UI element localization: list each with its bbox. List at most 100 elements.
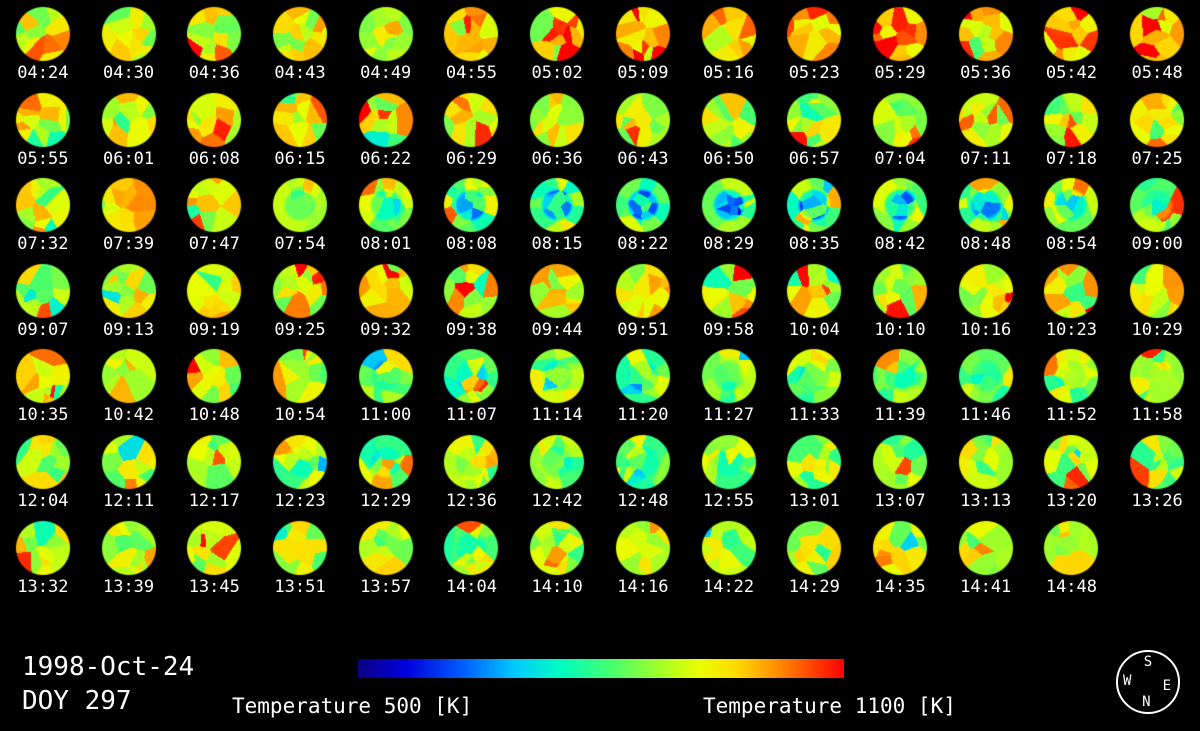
- disk-frame: 10:10: [871, 262, 928, 349]
- frame-time: 11:00: [360, 405, 412, 426]
- frame-time: 05:09: [617, 63, 669, 83]
- temperature-disk: [529, 6, 586, 62]
- temperature-disk: [100, 262, 157, 319]
- disk-frame: 10:23: [1043, 262, 1100, 349]
- doy-label: DOY 297: [22, 686, 132, 716]
- disk-frame: 07:54: [271, 177, 328, 263]
- temperature-disk: [443, 519, 500, 576]
- disk-frame: 13:39: [100, 519, 157, 606]
- temperature-disk: [871, 91, 928, 148]
- frame-time: 06:57: [788, 148, 840, 169]
- disk-frame: 12:17: [186, 433, 243, 520]
- temperature-disk: [186, 519, 243, 576]
- disk-frame: 09:19: [186, 262, 243, 349]
- disk-frame: 14:22: [700, 519, 757, 606]
- disk-frame: 12:29: [357, 433, 414, 520]
- frame-time: 14:48: [1045, 576, 1098, 597]
- disk-frame: 11:20: [614, 348, 671, 434]
- temperature-disk: [529, 348, 586, 405]
- disk-frame: 12:42: [529, 433, 586, 520]
- disk-frame: 10:42: [100, 348, 157, 434]
- temperature-disk: [1129, 262, 1186, 319]
- temperature-disk: [957, 262, 1014, 319]
- frame-time: 12:11: [102, 490, 155, 511]
- disk-frame: 11:27: [700, 348, 757, 434]
- disk-frame: 13:07: [871, 433, 928, 520]
- temperature-disk: [271, 348, 328, 405]
- temperature-disk: [786, 177, 843, 234]
- disk-frame: 05:16: [700, 6, 757, 92]
- disk-frame: 04:30: [100, 6, 157, 92]
- disk-frame: 08:08: [443, 177, 500, 263]
- temperature-disk: [786, 433, 843, 490]
- frame-time: 06:15: [274, 148, 326, 169]
- temperature-disk: [100, 433, 157, 490]
- disk-frame: 08:54: [1043, 177, 1100, 263]
- temperature-disk: [1043, 6, 1100, 62]
- temperature-disk: [357, 262, 414, 319]
- frame-time: 08:01: [360, 234, 412, 255]
- temperature-disk: [529, 262, 586, 319]
- frame-time: 09:32: [360, 319, 412, 340]
- frame-time: 08:29: [702, 234, 755, 255]
- temperature-disk: [1129, 91, 1186, 148]
- temperature-disk: [357, 6, 414, 62]
- disk-frame: 13:01: [786, 433, 843, 520]
- disk-frame: 04:43: [271, 6, 328, 92]
- frame-time: 13:01: [788, 490, 840, 511]
- compass-orientation-icon: S W E N: [1116, 650, 1180, 714]
- frame-time: 14:16: [617, 576, 669, 597]
- temperature-disk: [786, 348, 843, 405]
- disk-frame: 11:14: [529, 348, 586, 434]
- temperature-disk: [186, 262, 243, 319]
- frame-time: 06:36: [531, 148, 583, 169]
- disk-frame: 09:51: [614, 262, 671, 349]
- disk-frame: 06:50: [700, 91, 757, 178]
- disk-frame: 13:51: [271, 519, 328, 606]
- disk-frame: 10:04: [786, 262, 843, 349]
- disk-frame: 04:49: [357, 6, 414, 92]
- disk-frame: 13:45: [186, 519, 243, 606]
- frame-time: 11:20: [617, 405, 669, 426]
- temperature-disk: [271, 519, 328, 576]
- frame-time: 07:54: [274, 234, 326, 255]
- temperature-disk: [271, 6, 328, 62]
- disk-frame: 06:08: [186, 91, 243, 178]
- disk-frame: 14:16: [614, 519, 671, 606]
- frame-time: 13:20: [1045, 490, 1098, 511]
- frame-time: 09:25: [274, 319, 326, 340]
- temperature-disk: [614, 348, 671, 405]
- temperature-disk: [357, 91, 414, 148]
- disk-frame: 05:09: [614, 6, 671, 92]
- disk-frame: 11:33: [786, 348, 843, 434]
- disk-frame: 05:48: [1129, 6, 1186, 92]
- disk-frame: 11:00: [357, 348, 414, 434]
- temperature-disk: [186, 177, 243, 234]
- temperature-disk: [1043, 433, 1100, 490]
- temperature-disk: [957, 433, 1014, 490]
- frame-time: 10:16: [960, 319, 1012, 340]
- temperature-disk: [271, 262, 328, 319]
- temperature-disk: [186, 91, 243, 148]
- disk-frame: 14:41: [957, 519, 1014, 606]
- disk-frame: 12:11: [100, 433, 157, 520]
- disk-frame: 06:43: [614, 91, 671, 178]
- disk-frame: 09:44: [529, 262, 586, 349]
- frame-time: 10:54: [274, 405, 326, 426]
- temperature-disk: [614, 6, 671, 62]
- frame-time: 11:58: [1131, 405, 1183, 426]
- disk-frame: 08:35: [786, 177, 843, 263]
- frame-time: 04:30: [102, 63, 155, 83]
- disk-frame: 14:10: [529, 519, 586, 606]
- temperature-disk: [186, 433, 243, 490]
- temperature-disk: [1043, 262, 1100, 319]
- disk-frame: 05:29: [871, 6, 928, 92]
- temperature-disk: [14, 433, 71, 490]
- disk-frame: 12:48: [614, 433, 671, 520]
- frame-time: 11:39: [874, 405, 926, 426]
- temperature-disk: [871, 262, 928, 319]
- frame-time: 10:10: [874, 319, 926, 340]
- frame-time: 12:42: [531, 490, 583, 511]
- frame-time: 13:57: [360, 576, 412, 597]
- temperature-disk: [1129, 348, 1186, 405]
